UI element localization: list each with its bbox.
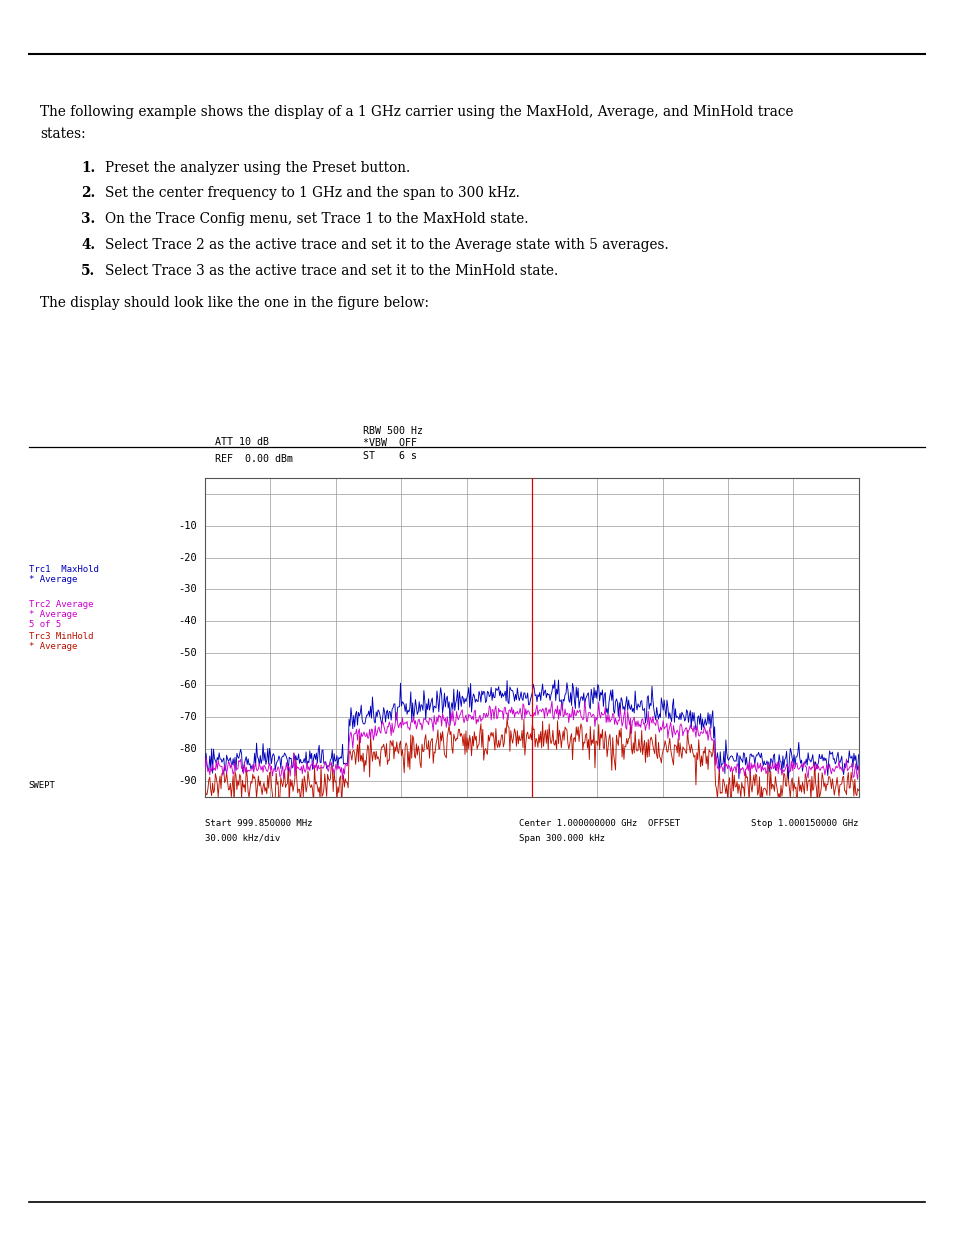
Text: -80: -80 [178,743,197,753]
Text: -40: -40 [178,616,197,626]
Text: Center 1.000000000 GHz  OFFSET: Center 1.000000000 GHz OFFSET [518,819,679,827]
Text: 4.: 4. [81,238,95,252]
Text: 30.000 kHz/div: 30.000 kHz/div [205,834,280,842]
Text: Select Trace 3 as the active trace and set it to the MinHold state.: Select Trace 3 as the active trace and s… [105,264,558,278]
Text: Trc3 MinHold: Trc3 MinHold [29,632,93,641]
Text: REF  0.00 dBm: REF 0.00 dBm [214,454,293,464]
Text: * Average: * Average [29,610,77,619]
Text: Trc1  MaxHold: Trc1 MaxHold [29,564,98,574]
Text: -20: -20 [178,552,197,563]
Text: 2.: 2. [81,186,95,200]
Text: -60: -60 [178,680,197,690]
Text: RBW 500 Hz: RBW 500 Hz [362,426,422,436]
Text: 3.: 3. [81,212,95,226]
Text: Trc2 Average: Trc2 Average [29,600,93,609]
Text: Set the center frequency to 1 GHz and the span to 300 kHz.: Set the center frequency to 1 GHz and th… [105,186,519,200]
Text: SWEPT: SWEPT [29,782,55,790]
Text: 5.: 5. [81,264,95,278]
Text: ST    6 s: ST 6 s [362,451,416,461]
Text: -30: -30 [178,584,197,594]
Text: -50: -50 [178,648,197,658]
Text: ATT 10 dB: ATT 10 dB [214,437,269,447]
Text: Select Trace 2 as the active trace and set it to the Average state with 5 averag: Select Trace 2 as the active trace and s… [105,238,668,252]
Text: -90: -90 [178,776,197,785]
Text: 5 of 5: 5 of 5 [29,620,61,629]
Text: The following example shows the display of a 1 GHz carrier using the MaxHold, Av: The following example shows the display … [40,105,793,119]
Text: -10: -10 [178,521,197,531]
Text: On the Trace Config menu, set Trace 1 to the MaxHold state.: On the Trace Config menu, set Trace 1 to… [105,212,528,226]
Text: Start 999.850000 MHz: Start 999.850000 MHz [205,819,313,827]
Text: states:: states: [40,127,86,141]
Text: * Average: * Average [29,642,77,651]
Text: * Average: * Average [29,574,77,584]
Text: The display should look like the one in the figure below:: The display should look like the one in … [40,296,429,310]
Text: Stop 1.000150000 GHz: Stop 1.000150000 GHz [750,819,858,827]
Text: Preset the analyzer using the Preset button.: Preset the analyzer using the Preset but… [105,161,410,174]
Text: Span 300.000 kHz: Span 300.000 kHz [518,834,604,842]
Text: 1.: 1. [81,161,95,174]
Text: -70: -70 [178,711,197,722]
Text: *VBW  OFF: *VBW OFF [362,438,416,448]
